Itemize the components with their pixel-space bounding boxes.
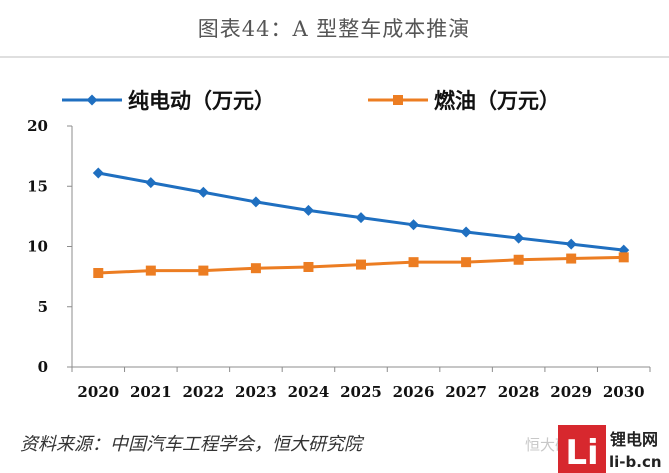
- data-point: [513, 232, 525, 244]
- y-tick-label: 0: [38, 358, 48, 376]
- series-layer: [92, 167, 630, 279]
- legend-marker: [393, 95, 403, 105]
- data-point: [565, 238, 577, 250]
- x-tick-label: 2028: [498, 383, 540, 401]
- data-point: [408, 219, 420, 231]
- legend-item-2: 燃油（万元）: [368, 89, 560, 113]
- x-tick-label: 2020: [77, 383, 119, 401]
- data-point: [356, 259, 366, 270]
- data-point: [250, 263, 261, 274]
- logo-letters: Li: [565, 433, 598, 473]
- source-note: 资料来源：中国汽车工程学会，恒大研究院: [20, 434, 365, 455]
- legend-label: 燃油（万元）: [434, 89, 560, 113]
- x-tick-label: 2030: [603, 383, 645, 401]
- y-tick-label: 10: [27, 238, 48, 256]
- x-tick-label: 2027: [445, 383, 487, 401]
- data-point: [93, 268, 104, 279]
- series-line: [98, 171, 624, 252]
- data-point: [92, 167, 104, 179]
- series-2: [93, 252, 629, 279]
- data-point: [461, 257, 472, 268]
- x-tick-label: 2026: [393, 383, 435, 401]
- legend-item-1: 纯电动（万元）: [62, 89, 275, 113]
- y-tick-label: 5: [38, 298, 48, 316]
- data-point: [566, 253, 577, 264]
- data-point: [145, 177, 157, 189]
- x-tick-label: 2021: [130, 383, 172, 401]
- data-point: [303, 261, 314, 272]
- x-tick-label: 2025: [340, 383, 382, 401]
- logo-badge: [558, 425, 606, 473]
- x-tick-label: 2022: [182, 383, 224, 401]
- brand-domain: li-b.cn: [609, 453, 662, 471]
- legend: 纯电动（万元） 燃油（万元）: [62, 89, 560, 113]
- x-tick-label: 2024: [288, 383, 330, 401]
- y-tick-label: 20: [27, 117, 48, 135]
- legend-label: 纯电动（万元）: [128, 89, 275, 113]
- data-point: [198, 265, 209, 276]
- y-tick-label: 15: [27, 177, 48, 195]
- data-point: [145, 265, 156, 276]
- data-point: [408, 257, 419, 268]
- data-point: [618, 252, 629, 263]
- legend-marker: [86, 94, 98, 106]
- data-point: [302, 204, 314, 216]
- x-tick-label: 2023: [235, 383, 277, 401]
- data-point: [460, 226, 472, 238]
- data-point: [197, 186, 209, 198]
- data-point: [513, 254, 524, 265]
- brand-name: 锂电网: [610, 430, 658, 449]
- x-tick-label: 2029: [550, 383, 592, 401]
- data-point: [355, 212, 367, 224]
- chart-title: 图表44：A 型整车成本推演: [198, 17, 471, 41]
- watermark-logo: Li 锂电网 li-b.cn: [558, 425, 662, 473]
- series-1: [92, 167, 630, 256]
- data-point: [250, 196, 262, 208]
